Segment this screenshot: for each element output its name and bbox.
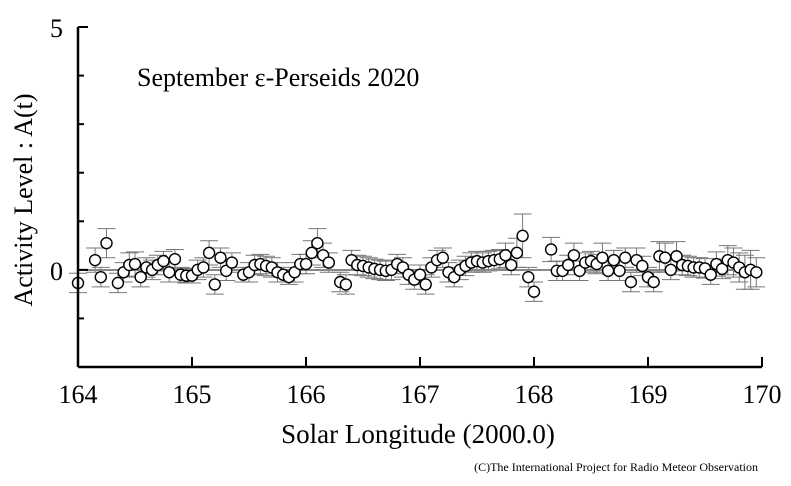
data-point bbox=[134, 270, 147, 284]
data-point bbox=[305, 246, 318, 260]
data-point bbox=[601, 264, 615, 278]
data-point bbox=[88, 253, 102, 267]
data-point bbox=[157, 254, 170, 268]
data-point bbox=[647, 275, 660, 289]
data-point bbox=[208, 278, 222, 291]
data-point bbox=[339, 278, 353, 291]
data-point bbox=[664, 263, 677, 277]
axis-ticks bbox=[77, 26, 763, 368]
data-point bbox=[596, 251, 609, 264]
data-point bbox=[100, 236, 113, 250]
data-point bbox=[288, 266, 301, 279]
data-point bbox=[168, 252, 182, 266]
data-point bbox=[636, 259, 649, 273]
data-point bbox=[624, 275, 638, 289]
data-point bbox=[510, 246, 524, 260]
data-point bbox=[197, 261, 210, 274]
data-point bbox=[214, 251, 227, 264]
y-tick-label-0: 0 bbox=[50, 257, 63, 286]
data-point bbox=[619, 251, 632, 264]
data-point bbox=[607, 253, 620, 267]
credit-text: (C)The International Project for Radio M… bbox=[474, 460, 758, 474]
data-point bbox=[219, 264, 233, 278]
data-point bbox=[573, 264, 586, 278]
x-tick-label: 170 bbox=[743, 380, 782, 409]
y-tick-label-5: 5 bbox=[50, 14, 63, 43]
y-axis-label: Activity Level : A(t) bbox=[9, 93, 38, 306]
data-point bbox=[658, 251, 672, 264]
data-point bbox=[419, 278, 432, 291]
data-points bbox=[71, 229, 763, 298]
data-point bbox=[162, 266, 176, 279]
data-point bbox=[128, 257, 142, 271]
x-tick-label: 167 bbox=[401, 380, 440, 409]
data-point bbox=[499, 249, 512, 262]
data-point bbox=[111, 276, 125, 290]
data-point bbox=[704, 268, 717, 281]
data-point bbox=[202, 246, 216, 260]
data-point bbox=[544, 243, 558, 256]
data-point bbox=[311, 236, 324, 250]
x-tick-label: 168 bbox=[515, 380, 554, 409]
data-point bbox=[225, 256, 239, 269]
x-tick-label: 165 bbox=[173, 380, 212, 409]
data-point bbox=[505, 258, 518, 272]
data-point bbox=[613, 264, 626, 278]
data-point bbox=[522, 270, 535, 284]
data-point bbox=[670, 250, 683, 263]
x-tick-label: 169 bbox=[629, 380, 668, 409]
data-point bbox=[562, 258, 575, 272]
data-point bbox=[750, 266, 763, 279]
data-point bbox=[436, 251, 449, 264]
x-tick-label: 164 bbox=[59, 380, 98, 409]
data-point bbox=[516, 229, 529, 243]
data-point bbox=[567, 249, 581, 262]
data-point bbox=[322, 256, 335, 269]
x-axis-label: Solar Longitude (2000.0) bbox=[281, 419, 555, 449]
data-point bbox=[94, 270, 108, 284]
chart-title: September ε-Perseids 2020 bbox=[137, 63, 419, 92]
x-tick-label: 166 bbox=[287, 380, 326, 409]
data-point bbox=[413, 268, 427, 281]
data-point bbox=[527, 285, 541, 298]
x-tick-labels: 164 165 166 167 168 169 170 bbox=[59, 380, 782, 409]
data-point bbox=[715, 262, 729, 276]
data-point bbox=[299, 257, 313, 271]
